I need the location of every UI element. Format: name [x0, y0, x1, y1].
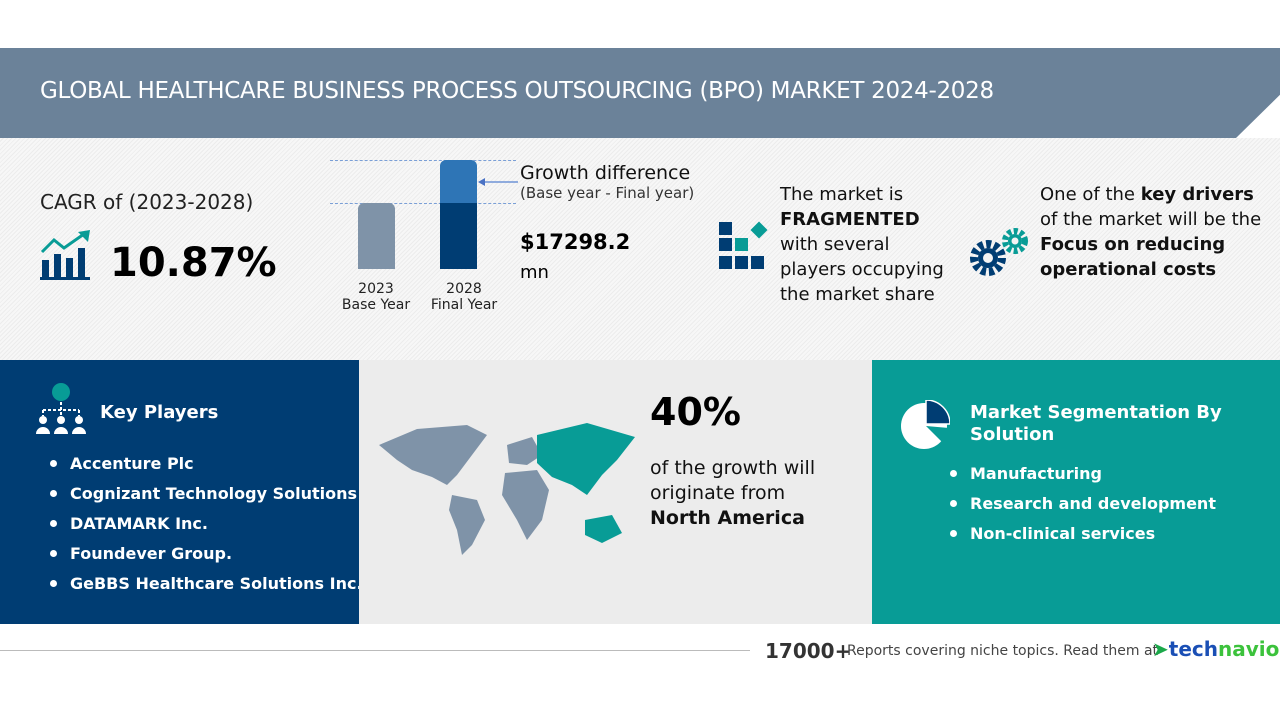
network-people-icon	[36, 383, 86, 434]
gears-icon	[970, 228, 1028, 276]
list-item: Accenture Plc	[50, 454, 393, 473]
cagr-label: CAGR of (2023-2028)	[40, 190, 254, 214]
growth-difference-title: Growth difference (Base year - Final year…	[520, 162, 695, 202]
segmentation-panel: Market Segmentation By Solution Manufact…	[872, 360, 1280, 624]
header-banner: GLOBAL HEALTHCARE BUSINESS PROCESS OUTSO…	[0, 48, 1280, 138]
list-item: Research and development	[950, 494, 1216, 513]
arrow-left-icon	[478, 178, 518, 186]
list-item: Manufacturing	[950, 464, 1216, 483]
region-text: of the growth will originate from North A…	[650, 457, 816, 529]
segmentation-list: Manufacturing Research and development N…	[950, 464, 1216, 554]
growth-value: $17298.2	[520, 230, 631, 254]
logo-arrow-icon: ➤	[1152, 637, 1169, 661]
final-year-bar	[440, 203, 477, 269]
cagr-value: 10.87%	[110, 240, 277, 286]
key-players-panel: Key Players Accenture Plc Cognizant Tech…	[0, 360, 393, 624]
page-title: GLOBAL HEALTHCARE BUSINESS PROCESS OUTSO…	[40, 78, 994, 104]
summary-band	[0, 138, 1280, 360]
world-map-icon	[379, 423, 635, 555]
list-item: Non-clinical services	[950, 524, 1216, 543]
list-item: Foundever Group.	[50, 544, 393, 563]
base-year-label: 2023 Base Year	[341, 281, 411, 313]
key-players-title: Key Players	[100, 402, 219, 423]
list-item: Cognizant Technology Solutions C...	[50, 484, 393, 503]
growth-bar-segment	[440, 160, 477, 203]
key-players-list: Accenture Plc Cognizant Technology Solut…	[50, 454, 393, 604]
footer-text: Reports covering niche topics. Read them…	[847, 643, 1159, 659]
report-count: 17000+	[765, 639, 852, 663]
final-year-label: 2028 Final Year	[430, 281, 498, 313]
region-panel: 40% of the growth will originate from Nor…	[359, 360, 872, 624]
list-item: DATAMARK Inc.	[50, 514, 393, 533]
technavio-logo[interactable]: ➤technavio	[1152, 637, 1280, 661]
region-percent: 40%	[650, 390, 741, 434]
base-level-line	[330, 203, 516, 204]
growth-unit: mn	[520, 262, 549, 283]
pie-chart-icon	[901, 400, 950, 449]
fragmented-blocks-icon	[719, 221, 768, 269]
base-year-bar	[358, 203, 395, 269]
footer-divider	[0, 650, 750, 651]
final-level-line	[330, 160, 516, 161]
growth-chart-icon	[40, 230, 90, 280]
segmentation-title: Market Segmentation By Solution	[970, 402, 1222, 445]
list-item: GeBBS Healthcare Solutions Inc.	[50, 574, 393, 593]
key-driver-text: One of the key drivers of the market wil…	[1040, 184, 1262, 280]
market-structure-text: The market is FRAGMENTED with several play…	[780, 184, 944, 305]
